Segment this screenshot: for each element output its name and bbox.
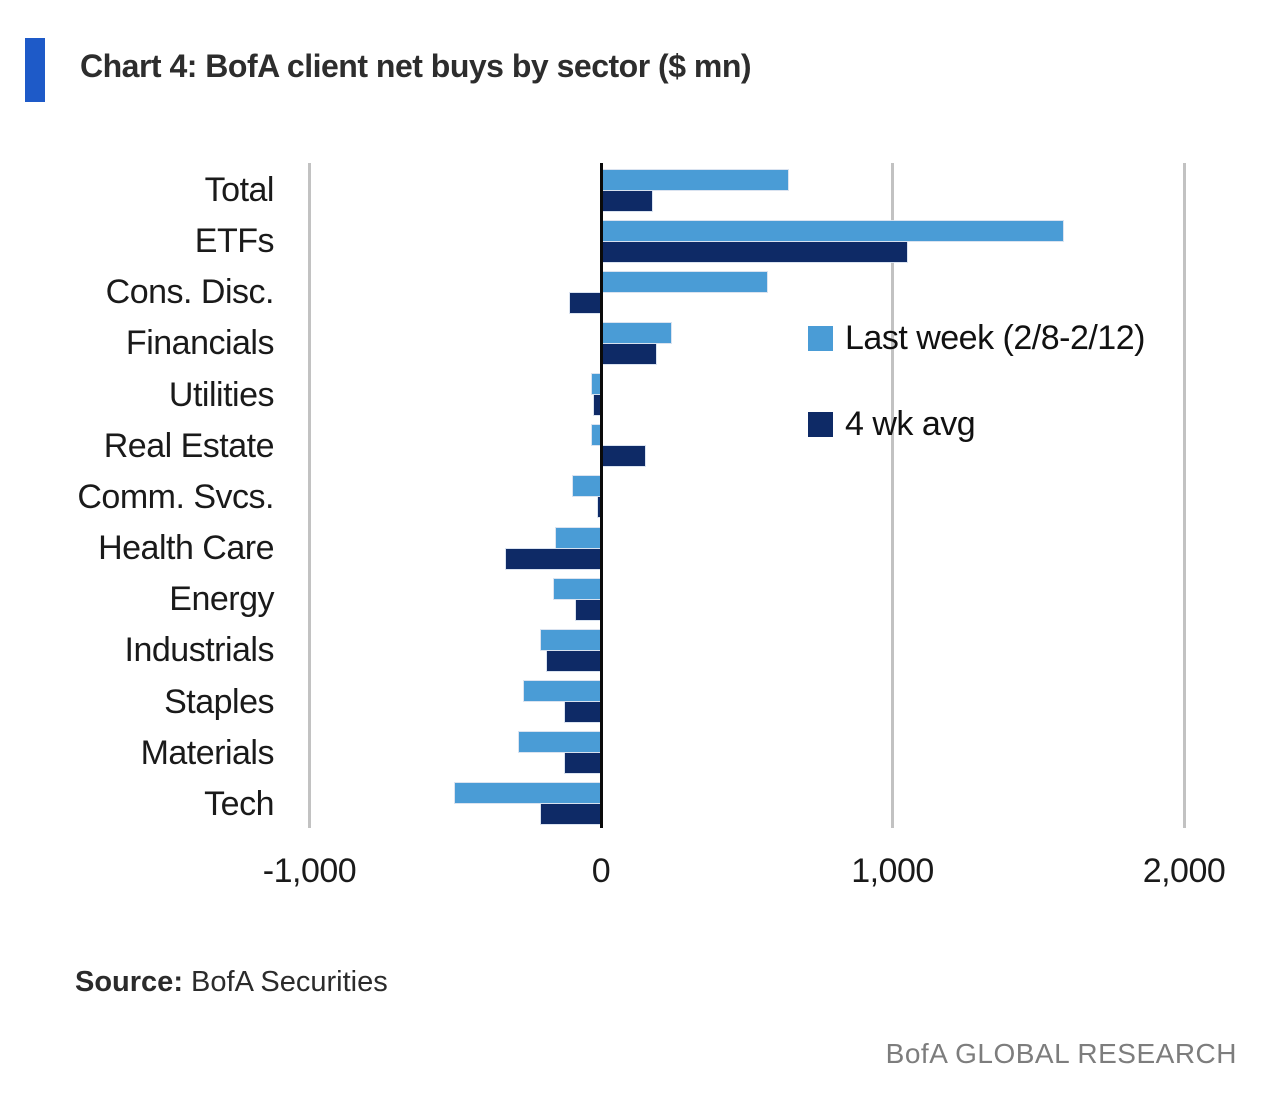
bar-total-4wk-avg [601,190,652,211]
bar-comm-svcs-last-week [573,476,601,497]
gridline-1000 [891,163,894,828]
legend-label-last-week: Last week (2/8-2/12) [845,318,1145,357]
gridline--1000 [308,163,311,828]
source-text: BofA Securities [191,966,388,998]
bar-utilities-4wk-avg [593,395,601,416]
legend-item-4wk-avg: 4 wk avg [808,402,1145,446]
category-label-cons-disc: Cons. Disc. [105,273,275,312]
x-tick-label-2000: 2,000 [1142,852,1226,890]
category-label-staples: Staples [164,682,274,721]
bar-cons-disc-4wk-avg [570,292,601,313]
x-tick-label-1000: 1,000 [851,852,934,890]
bar-financials-4wk-avg [601,343,657,364]
category-label-etfs: ETFs [194,222,275,261]
category-label-financials: Financials [125,324,275,363]
legend-swatch-4wk-avg [808,411,833,437]
bar-materials-4wk-avg [564,753,601,774]
category-label-total: Total [204,171,275,209]
bar-etfs-last-week [601,220,1064,241]
bar-materials-last-week [519,732,601,753]
category-label-utilities: Utilities [168,375,275,414]
bar-real-estate-last-week [592,425,601,446]
category-label-health-care: Health Care [98,529,274,568]
bar-energy-last-week [554,578,601,599]
category-label-energy: Energy [169,580,274,619]
chart-title: Chart 4: BofA client net buys by sector … [80,48,752,84]
bar-staples-last-week [523,681,601,702]
category-label-materials: Materials [140,733,275,772]
bar-real-estate-4wk-avg [601,446,645,467]
bar-energy-4wk-avg [576,599,601,620]
bar-staples-4wk-avg [564,702,601,723]
zero-axis-line [599,163,603,828]
x-tick-label--1000: -1,000 [262,852,357,890]
gridline-2000 [1182,163,1186,828]
bar-cons-disc-last-week [601,271,768,292]
bar-health-care-4wk-avg [506,548,601,569]
category-label-comm-svcs: Comm. Svcs. [77,477,274,516]
x-tick-label-0: 0 [591,852,611,890]
bar-tech-last-week [455,783,601,804]
bar-etfs-4wk-avg [601,241,908,262]
legend-item-last-week: Last week (2/8-2/12) [808,316,1145,360]
category-label-real-estate: Real Estate [103,426,275,465]
category-label-tech: Tech [204,784,274,823]
legend-label-4wk-avg: 4 wk avg [845,404,976,443]
category-label-industrials: Industrials [124,631,275,670]
bar-tech-4wk-avg [541,804,601,825]
bar-total-last-week [601,169,788,190]
source-label: Source: [75,966,183,998]
bar-utilities-last-week [592,374,601,395]
bar-industrials-last-week [541,629,601,650]
legend: Last week (2/8-2/12) 4 wk avg [808,316,1145,488]
title-accent-bar [25,38,45,102]
bar-financials-last-week [601,322,671,343]
source-line: Source: BofA Securities [75,966,388,999]
legend-swatch-last-week [808,325,833,351]
brand-line: BofA GLOBAL RESEARCH [885,1038,1237,1069]
bar-industrials-4wk-avg [547,650,601,671]
bar-health-care-last-week [555,527,601,548]
